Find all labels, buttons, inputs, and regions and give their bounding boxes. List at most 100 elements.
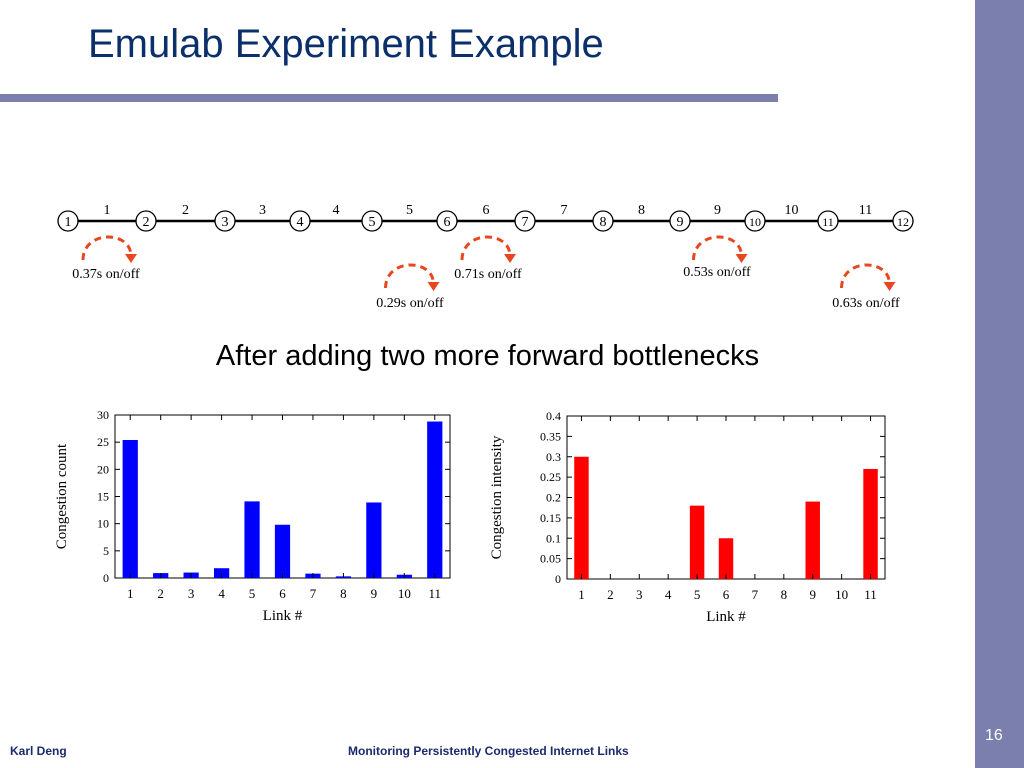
x-tick-label: 8 [340, 586, 347, 601]
on-off-label-link-6: 0.71s on/off [454, 267, 522, 282]
footer-title: Monitoring Persistently Congested Intern… [348, 744, 629, 758]
topology-node-11 [817, 210, 839, 232]
on-off-arrow-link-9 [692, 235, 743, 261]
y-tick-label: 0.2 [546, 491, 561, 505]
bar-link-11 [863, 468, 878, 579]
y-axis-label: Congestion count [54, 443, 70, 549]
node-label-4: 4 [297, 215, 304, 230]
bar-link-5 [689, 505, 705, 579]
x-axis-label: Link # [706, 609, 746, 625]
on-off-label-link-9: 0.53s on/off [683, 265, 751, 280]
topology-node-12 [892, 210, 914, 232]
y-tick-label: 10 [97, 517, 109, 531]
x-tick-label: 1 [578, 587, 585, 602]
topology-node-7 [514, 210, 536, 232]
x-tick-label: 9 [371, 586, 378, 601]
y-tick-label: 0 [555, 572, 561, 586]
page-number: 16 [985, 727, 1003, 744]
y-tick-label: 15 [97, 490, 109, 504]
link-label-6: 6 [483, 203, 490, 218]
on-off-arrow-link-6 [460, 235, 512, 261]
x-tick-label: 8 [781, 587, 788, 602]
x-tick-label: 7 [752, 587, 759, 602]
y-tick-label: 25 [97, 435, 109, 449]
topology-node-8 [592, 210, 614, 232]
x-tick-label: 9 [809, 587, 816, 602]
node-label-5: 5 [369, 215, 376, 230]
arrow-head-link-5 [427, 282, 440, 291]
topology-node-1 [57, 210, 79, 232]
x-tick-label: 6 [279, 586, 286, 601]
link-label-8: 8 [638, 203, 645, 218]
congestion-intensity-chart: 0 0.05 0.1 0.15 0.2 0.25 0.3 0.35 0.4 1 2 3 4 5 6 7 8 9 10… [489, 409, 886, 625]
arrow-head-link-1 [125, 254, 137, 263]
x-tick-label: 6 [723, 587, 730, 602]
x-tick-label: 2 [607, 587, 614, 602]
node-label-11: 11 [822, 215, 834, 229]
x-tick-label: 4 [665, 587, 672, 602]
node-label-9: 9 [677, 215, 684, 230]
node-label-10: 10 [749, 215, 761, 229]
footer-author: Karl Deng [10, 744, 67, 758]
bar-link-9 [366, 502, 382, 578]
y-tick-label: 30 [97, 408, 109, 422]
topology-node-5 [361, 210, 383, 232]
x-axis-label: Link # [263, 608, 303, 624]
topology-node-4 [289, 210, 311, 232]
x-tick-label: 3 [636, 587, 643, 602]
x-tick-label: 3 [188, 586, 195, 601]
link-label-10: 10 [785, 203, 799, 218]
x-tick-label: 1 [127, 586, 133, 601]
y-axis-label: Congestion intensity [489, 435, 505, 559]
link-label-9: 9 [714, 203, 721, 218]
y-tick-label: 0.05 [540, 552, 561, 566]
node-label-8: 8 [600, 215, 607, 230]
y-tick-label: 0.4 [546, 409, 561, 423]
topology-node-3 [214, 210, 236, 232]
y-tick-label: 0 [103, 571, 109, 585]
node-label-6: 6 [444, 215, 451, 230]
x-tick-label: 11 [429, 586, 442, 601]
on-off-arrow-link-11 [840, 263, 891, 289]
bar-link-11 [427, 421, 443, 578]
x-tick-label: 10 [398, 586, 411, 601]
y-tick-label: 0.25 [540, 470, 561, 484]
bar-link-9 [805, 501, 820, 579]
node-label-1: 1 [65, 215, 72, 230]
link-label-1: 1 [104, 203, 111, 218]
y-tick-label: 0.35 [540, 429, 561, 443]
x-tick-label: 4 [218, 586, 225, 601]
bar-link-6 [718, 538, 734, 579]
x-tick-label: 7 [310, 586, 317, 601]
node-label-3: 3 [222, 215, 229, 230]
arrow-head-link-11 [883, 282, 896, 291]
node-label-12: 12 [897, 215, 909, 229]
on-off-arrow-link-1 [81, 235, 133, 261]
on-off-arrow-link-5 [384, 263, 435, 289]
slide-subtitle: After adding two more forward bottleneck… [215, 340, 760, 372]
x-tick-label: 5 [694, 587, 701, 602]
x-tick-label: 10 [835, 587, 848, 602]
congestion-count-chart: 0 5 10 15 20 25 30 1 2 3 4 5 6 7 8 9 10 11 Link # Congestio… [54, 408, 451, 624]
link-label-3: 3 [259, 203, 266, 218]
on-off-label-link-11: 0.63s on/off [832, 296, 900, 311]
x-tick-label: 11 [864, 587, 877, 602]
bar-link-1 [574, 456, 589, 579]
network-topology: 1 2 3 4 5 6 7 8 9 10 111 2 3 4 5 6 7 8 9 10 11 120.37s on/off… [57, 203, 914, 311]
link-label-5: 5 [406, 203, 413, 218]
y-tick-label: 20 [97, 462, 109, 476]
bar-link-6 [274, 524, 291, 578]
arrow-head-link-6 [504, 254, 516, 263]
link-label-7: 7 [561, 203, 568, 218]
link-label-4: 4 [333, 203, 340, 218]
y-tick-label: 0.1 [546, 531, 561, 545]
slide-title: Emulab Experiment Example [88, 22, 604, 66]
y-tick-label: 0.15 [540, 511, 561, 525]
on-off-label-link-1: 0.37s on/off [72, 267, 140, 282]
arrow-head-link-9 [735, 254, 748, 263]
on-off-label-link-5: 0.29s on/off [376, 296, 444, 311]
y-tick-label: 5 [103, 544, 109, 558]
right-accent-bar [975, 0, 1024, 768]
link-label-11: 11 [859, 203, 872, 218]
x-tick-label: 2 [157, 586, 164, 601]
